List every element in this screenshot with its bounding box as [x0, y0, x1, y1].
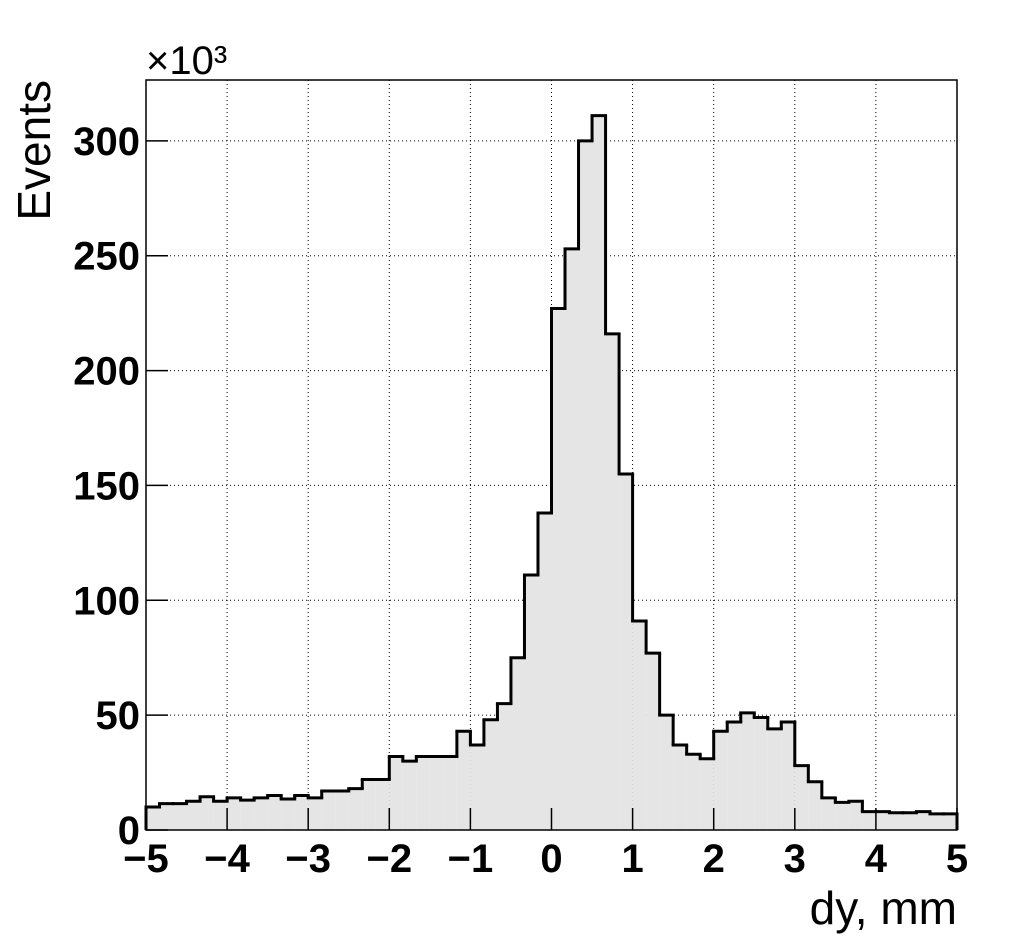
bar — [835, 802, 849, 830]
bar — [443, 756, 457, 830]
bar — [781, 722, 795, 830]
x-tick-label: 4 — [865, 837, 888, 881]
bar — [727, 722, 741, 830]
x-tick-label: 0 — [540, 837, 562, 881]
x-tick-label: −5 — [123, 837, 169, 881]
bar — [592, 115, 606, 830]
bar — [902, 812, 917, 830]
x-tick-label: 3 — [784, 837, 806, 881]
bar — [808, 781, 822, 830]
y-tick-label: 0 — [118, 809, 140, 853]
bar — [240, 800, 255, 830]
bar — [848, 801, 863, 830]
bar — [227, 797, 241, 830]
bar — [254, 797, 268, 830]
bar — [402, 761, 417, 830]
bar — [456, 731, 471, 830]
bar — [889, 812, 903, 830]
bar — [619, 473, 633, 830]
bar — [524, 575, 538, 830]
bar — [281, 798, 295, 830]
y-tick-label: 150 — [73, 464, 140, 508]
bar — [294, 795, 309, 830]
bar — [483, 719, 498, 830]
bar — [173, 803, 187, 830]
x-tick-label: 5 — [946, 837, 968, 881]
x-tick-label: −4 — [204, 837, 250, 881]
bar — [821, 797, 836, 830]
bar — [578, 140, 593, 830]
x-tick-label: 1 — [621, 837, 643, 881]
bar — [632, 620, 647, 830]
bar — [335, 790, 349, 830]
bar — [321, 790, 336, 830]
x-tick-label: −2 — [366, 837, 412, 881]
bar — [416, 756, 430, 830]
bar — [929, 813, 944, 830]
bar — [470, 745, 484, 830]
bar — [740, 712, 755, 830]
bar — [200, 796, 214, 830]
bar — [916, 811, 930, 830]
bar — [943, 813, 957, 830]
bar — [754, 717, 768, 830]
bar — [659, 715, 674, 830]
x-tick-label: −3 — [285, 837, 331, 881]
bar — [713, 731, 728, 830]
bar — [875, 811, 890, 830]
x-axis-title: dy, mm — [810, 882, 957, 934]
bar — [267, 795, 282, 830]
bar — [794, 765, 809, 830]
bar — [308, 797, 322, 830]
y-tick-label: 300 — [73, 120, 140, 164]
bar — [510, 657, 525, 830]
y-tick-label: 50 — [96, 694, 141, 738]
bar — [362, 779, 376, 830]
x-tick-label: −1 — [448, 837, 494, 881]
bar — [551, 308, 566, 830]
bar — [537, 513, 552, 830]
bar — [429, 756, 444, 830]
y-tick-label: 200 — [73, 350, 140, 394]
bar — [159, 803, 174, 830]
bar — [348, 788, 363, 830]
bar — [389, 756, 403, 830]
bar — [213, 801, 228, 830]
bar — [605, 333, 620, 830]
bar — [497, 703, 511, 830]
bar — [673, 745, 687, 830]
y-axis-title: Events — [8, 80, 60, 221]
y-tick-label: 250 — [73, 235, 140, 279]
bar — [686, 754, 701, 830]
bar — [700, 758, 714, 830]
bar — [565, 248, 579, 831]
bar — [375, 779, 390, 830]
y-tick-label: 100 — [73, 579, 140, 623]
x-tick-label: 2 — [703, 837, 725, 881]
y-multiplier: ×10³ — [146, 39, 227, 83]
bar — [862, 811, 876, 830]
bar — [186, 801, 201, 830]
bar — [646, 653, 660, 830]
bar — [767, 728, 782, 830]
bar — [146, 807, 160, 830]
